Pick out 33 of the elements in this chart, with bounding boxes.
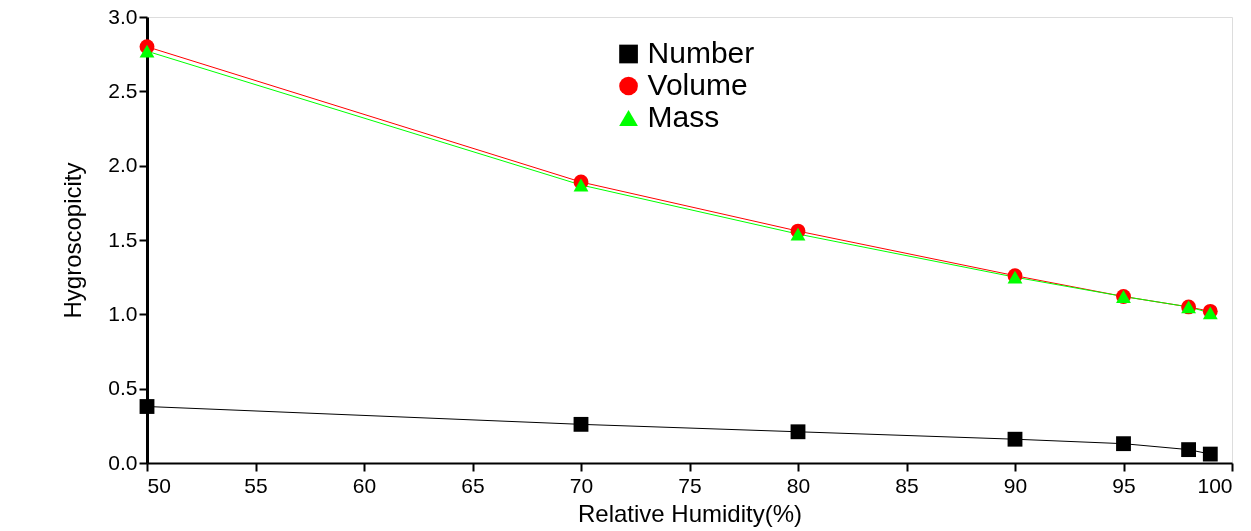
point — [573, 416, 589, 432]
y-tick-label: 1.5 — [108, 227, 138, 251]
y-tick-label: 3.0 — [108, 4, 138, 28]
x-tick-label: 70 — [569, 473, 594, 497]
legend-label: Mass — [647, 100, 720, 133]
point — [790, 424, 806, 440]
point — [1007, 431, 1023, 447]
legend-label: Volume — [647, 68, 748, 101]
x-tick-label: 80 — [786, 473, 811, 497]
x-tick-label: 55 — [244, 473, 268, 497]
point — [1202, 446, 1218, 462]
x-tick-label: 75 — [678, 473, 702, 497]
x-tick-label: 50 — [147, 473, 171, 497]
x-tick-label: 100 — [1197, 473, 1233, 497]
y-tick-label: 0.0 — [108, 450, 138, 474]
x-axis-title: Relative Humidity(%) — [577, 499, 803, 527]
x-tick-label: 90 — [1003, 473, 1028, 497]
point — [1181, 442, 1197, 458]
x-tick-label: 65 — [461, 473, 485, 497]
point — [1116, 436, 1131, 452]
point — [139, 44, 155, 58]
x-tick-label: 60 — [352, 473, 377, 497]
x-tick-label: 95 — [1112, 473, 1136, 497]
y-tick-label: 1.0 — [108, 301, 138, 325]
y-tick-label: 2.5 — [108, 78, 138, 102]
y-tick-label: 0.5 — [108, 376, 138, 400]
legend-label: Number — [647, 36, 755, 69]
point — [573, 178, 589, 192]
y-tick-label: 2.0 — [108, 153, 138, 177]
point — [139, 399, 155, 414]
point — [790, 227, 806, 241]
y-axis-title: Hygroscopicity — [59, 162, 87, 319]
x-tick-label: 85 — [895, 473, 919, 497]
